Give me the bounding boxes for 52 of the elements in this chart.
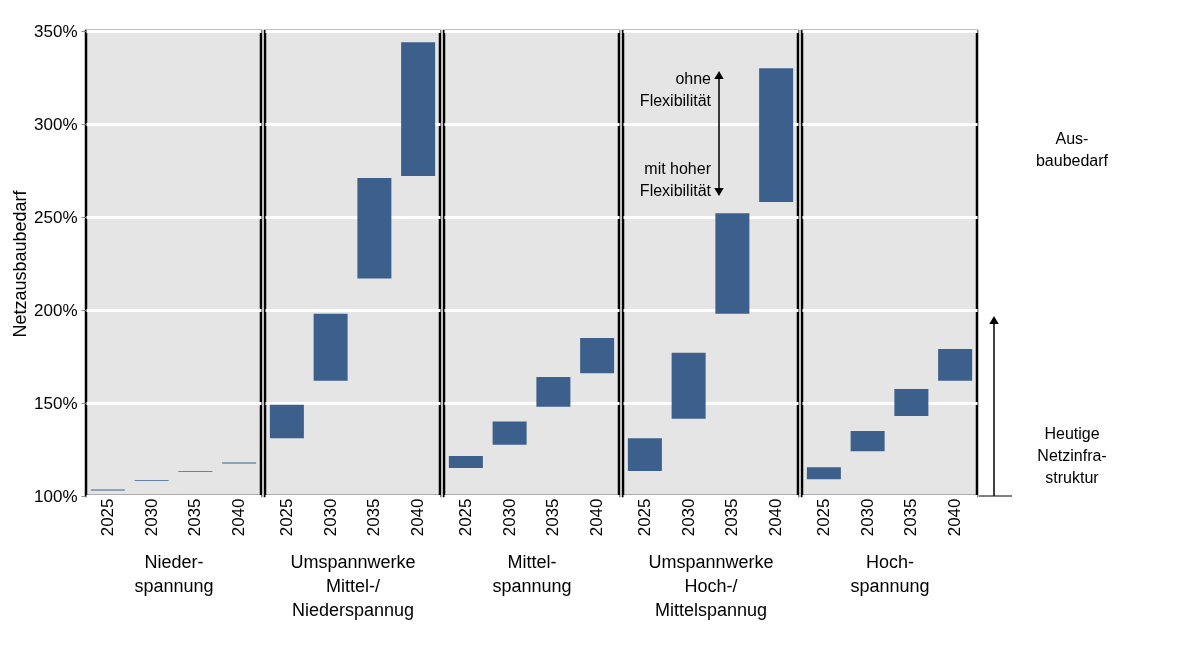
- x-tick-label: 2025: [813, 498, 833, 537]
- x-axis-title: Umspannwerke Hoch-/ Mittelspannug: [648, 552, 774, 621]
- bar: [448, 456, 483, 469]
- bar: [269, 404, 304, 439]
- x-tick-label: 2030: [499, 498, 519, 537]
- x-axis-title: Hoch- spannung: [850, 552, 930, 597]
- x-tick-label: 2040: [408, 498, 428, 537]
- y-tick-label: 150%: [34, 393, 78, 413]
- y-tick-label: 350%: [34, 21, 78, 41]
- x-tick-label: 2035: [901, 498, 921, 537]
- bar: [357, 177, 392, 279]
- x-axis-title: Nieder- spannung: [134, 552, 214, 597]
- y-tick-label: 100%: [34, 486, 78, 506]
- y-tick-label: 250%: [34, 207, 78, 227]
- x-tick-label: 2035: [364, 498, 384, 537]
- text: Aus- baubedarf: [1035, 130, 1109, 169]
- x-tick-label: 2030: [857, 498, 877, 537]
- annotation: mit hoher Flexibilität: [639, 160, 712, 199]
- x-tick-label: 2035: [543, 498, 563, 537]
- x-tick-label: 2030: [320, 498, 340, 537]
- y-tick-label: 200%: [34, 300, 78, 320]
- x-tick-label: 2025: [455, 498, 475, 537]
- x-tick-label: 2040: [766, 498, 786, 537]
- bar: [759, 68, 794, 203]
- x-tick-label: 2035: [722, 498, 742, 537]
- bar: [401, 42, 436, 177]
- x-tick-label: 2040: [945, 498, 965, 537]
- annotation: ohne Flexibilität: [639, 70, 712, 109]
- y-axis-title: Netzausbaubedarf: [10, 189, 31, 338]
- bar: [492, 421, 527, 445]
- bar: [671, 352, 706, 419]
- bar: [627, 438, 662, 471]
- x-tick-label: 2040: [587, 498, 607, 537]
- bar: [894, 389, 929, 417]
- bar: [715, 213, 750, 314]
- x-axis-title: Umspannwerke Mittel-/ Niederspannug: [290, 552, 416, 621]
- bar: [806, 467, 841, 480]
- bar: [313, 313, 348, 381]
- x-tick-label: 2025: [97, 498, 117, 537]
- x-tick-label: 2030: [141, 498, 161, 537]
- bar: [938, 349, 973, 381]
- x-tick-label: 2030: [678, 498, 698, 537]
- y-tick-label: 300%: [34, 114, 78, 134]
- x-axis-title: Mittel- spannung: [492, 552, 572, 597]
- x-tick-label: 2035: [185, 498, 205, 537]
- x-tick-label: 2025: [276, 498, 296, 537]
- text: Heutige Netzinfra- struktur: [1037, 425, 1107, 486]
- x-tick-label: 2025: [634, 498, 654, 537]
- bar: [536, 376, 571, 407]
- bar: [580, 337, 615, 374]
- x-tick-label: 2040: [229, 498, 249, 537]
- bar: [850, 430, 885, 452]
